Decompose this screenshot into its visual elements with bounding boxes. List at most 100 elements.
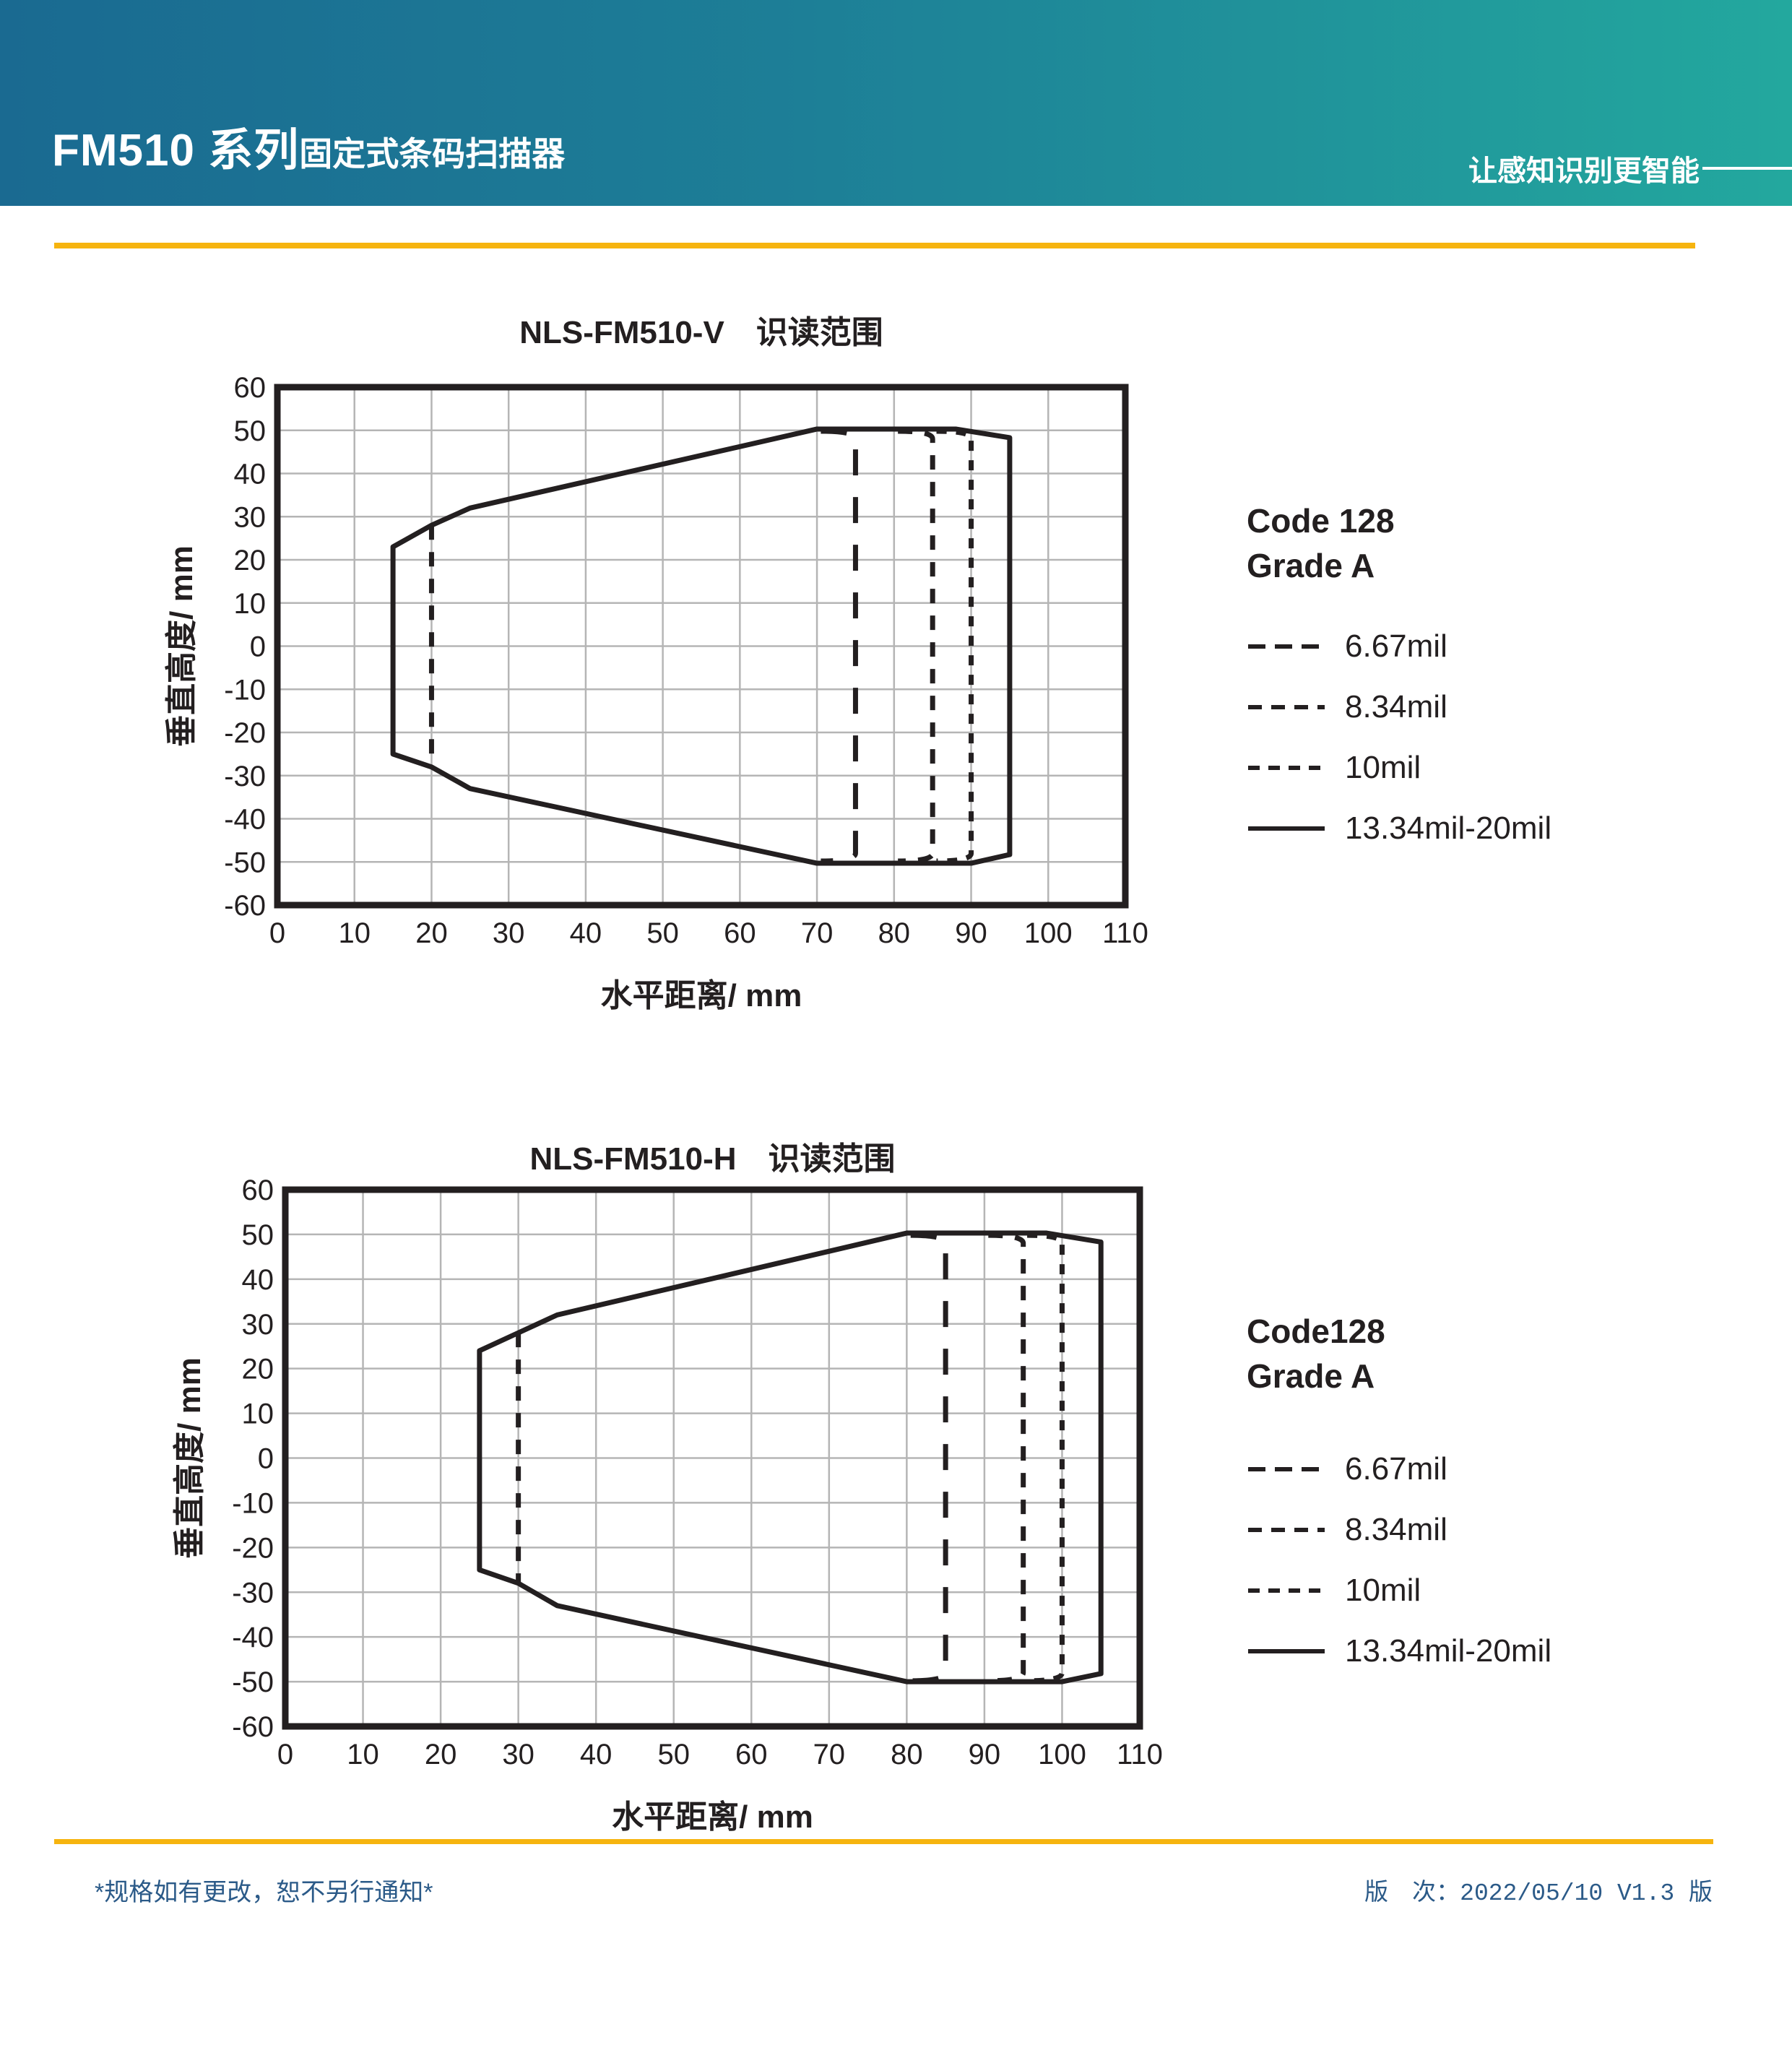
chart-fm510h: 0 10 20 30 40 50 60 70 80 90 100 110 60 50 40 30 20 10 0 -1… — [108, 1136, 1264, 1905]
x-axis-label: 水平距离/ mm — [601, 978, 802, 1013]
legend-fm510v: Code 128 Grade A 6.67mil 8.34mil 10mil 13.3… — [1247, 498, 1752, 859]
legend-items: 6.67mil 8.34mil 10mil 13.34mil-20mil — [1247, 616, 1752, 859]
legend-item-8.34mil: 8.34mil — [1247, 677, 1752, 738]
x-tick-label: 70 — [813, 1739, 846, 1770]
legend-label: 13.34mil-20mil — [1345, 1633, 1552, 1669]
y-tick-label: 40 — [234, 459, 267, 490]
product-title-suffix: 固定式条码扫描器 — [299, 135, 566, 173]
plot-border — [282, 1186, 1143, 1730]
bottom-yellow-rule — [54, 1839, 1713, 1844]
y-tick-label: -10 — [232, 1487, 274, 1519]
series-10mil-far-limit — [1027, 1232, 1065, 1684]
y-tick-label: 30 — [234, 501, 267, 533]
series-10mil-far-limit — [936, 428, 974, 864]
legend-swatch-solid — [1248, 1649, 1325, 1653]
y-tick-label: 50 — [234, 415, 267, 447]
header-slogan-text: 让感知识别更智能 — [1468, 155, 1700, 187]
y-axis-label: 垂直高度/ mm — [172, 1357, 207, 1559]
legend-swatch-legend834 — [1248, 1528, 1325, 1532]
x-tick-label: 0 — [277, 1739, 293, 1770]
legend-title-grade: Grade A — [1247, 547, 1375, 584]
legend-item-8.34mil: 8.34mil — [1247, 1500, 1752, 1560]
y-tick-label: -50 — [232, 1666, 274, 1698]
legend-item-10mil: 10mil — [1247, 1560, 1752, 1621]
x-tick-label: 40 — [570, 917, 602, 949]
y-tick-label: 40 — [242, 1264, 274, 1296]
x-tick-label: 60 — [735, 1739, 768, 1770]
x-tick-label: 80 — [891, 1739, 923, 1770]
x-tick-label: 20 — [425, 1739, 457, 1770]
legend-swatch-legend10 — [1248, 766, 1325, 770]
footer-disclaimer: *规格如有更改，恕不另行通知* — [95, 1879, 433, 1906]
series-8.34mil-far-limit — [988, 1232, 1026, 1684]
legend-label: 8.34mil — [1345, 689, 1447, 725]
y-tick-label: -40 — [224, 804, 266, 836]
x-tick-label: 90 — [969, 1739, 1001, 1770]
y-tick-label: -20 — [232, 1532, 274, 1564]
legend-swatch-legend667 — [1248, 1467, 1325, 1471]
chart-svg-1: 0 10 20 30 40 50 60 70 80 90 100 1106050403020100-1… — [172, 1175, 1163, 1835]
x-tick-label: 30 — [493, 917, 525, 949]
x-tick-label: 30 — [502, 1739, 534, 1770]
product-title-model: FM510 系列 — [52, 126, 300, 176]
x-tick-label: 50 — [646, 917, 679, 949]
y-tick-label: 0 — [258, 1443, 274, 1475]
legend-label: 13.34mil-20mil — [1345, 810, 1552, 846]
series-13.34mil-20mil — [390, 426, 1013, 866]
y-tick-label: -40 — [232, 1622, 274, 1653]
x-axis-label: 水平距离/ mm — [612, 1799, 813, 1835]
x-tick-label: 100 — [1038, 1739, 1086, 1770]
legend-fm510h: Code128 Grade A 6.67mil 8.34mil 10mil 13.34… — [1247, 1309, 1752, 1682]
y-tick-label: 30 — [242, 1309, 274, 1341]
legend-title-symbology: Code 128 — [1247, 502, 1395, 540]
chart-fm510v: 0 10 20 30 40 50 60 70 80 90 100 110 60 50 40 30 20 10 0 -1… — [108, 311, 1264, 1065]
y-tick-label: 10 — [234, 588, 267, 620]
top-yellow-rule — [54, 243, 1695, 248]
y-tick-label: -20 — [224, 717, 266, 749]
y-tick-label: -50 — [224, 847, 266, 878]
y-tick-label: 60 — [234, 372, 267, 404]
y-tick-label: -30 — [224, 761, 266, 792]
series-6.67mil-far-limit — [821, 428, 858, 864]
x-tick-label: 90 — [955, 917, 987, 949]
x-tick-label: 110 — [1102, 917, 1148, 949]
legend-title-symbology: Code128 — [1247, 1312, 1385, 1350]
x-tick-label: 60 — [724, 917, 756, 949]
series-13.34mil-20mil — [477, 1230, 1104, 1684]
x-tick-label: 70 — [801, 917, 834, 949]
x-tick-label: 0 — [269, 917, 285, 949]
y-tick-label: 20 — [242, 1354, 274, 1385]
legend-label: 6.67mil — [1345, 628, 1447, 664]
legend-swatch-legend10 — [1248, 1588, 1325, 1593]
legend-items: 6.67mil 8.34mil 10mil 13.34mil-20mil — [1247, 1439, 1752, 1682]
legend-item-6.67mil: 6.67mil — [1247, 1439, 1752, 1500]
footer-version: 版 次：2022/05/10 V1.3 版 — [1364, 1880, 1713, 1907]
x-tick-label: 80 — [878, 917, 911, 949]
legend-swatch-legend667 — [1248, 644, 1325, 649]
legend-label: 10mil — [1345, 750, 1421, 785]
page-header: FM510 系列 固定式条码扫描器 让感知识别更智能 — [0, 0, 1792, 206]
y-tick-label: -60 — [232, 1711, 274, 1743]
y-tick-label: 50 — [242, 1219, 274, 1251]
legend-label: 8.34mil — [1345, 1512, 1447, 1547]
y-tick-label: 60 — [242, 1175, 274, 1206]
legend-item-13.34mil-20mil: 13.34mil-20mil — [1247, 798, 1752, 859]
legend-item-13.34mil-20mil: 13.34mil-20mil — [1247, 1621, 1752, 1682]
header-slogan: 让感知识别更智能 — [1468, 147, 1792, 189]
legend-item-6.67mil: 6.67mil — [1247, 616, 1752, 677]
y-tick-label: -30 — [232, 1577, 274, 1609]
x-tick-label: 20 — [415, 917, 448, 949]
x-tick-label: 100 — [1024, 917, 1073, 949]
chart-title-fm510v: NLS-FM510-V 识读范围 — [519, 315, 883, 350]
legend-title-grade: Grade A — [1247, 1357, 1375, 1395]
legend-swatch-solid — [1248, 826, 1325, 831]
product-title: FM510 系列 固定式条码扫描器 — [52, 113, 565, 178]
series-6.67mil-far-limit — [910, 1232, 948, 1684]
plot-border — [274, 384, 1129, 909]
x-tick-label: 40 — [580, 1739, 613, 1770]
y-tick-label: -60 — [224, 890, 266, 922]
x-tick-label: 10 — [347, 1739, 378, 1770]
y-tick-label: 10 — [242, 1398, 274, 1430]
series-8.34mil-far-limit — [898, 428, 935, 864]
